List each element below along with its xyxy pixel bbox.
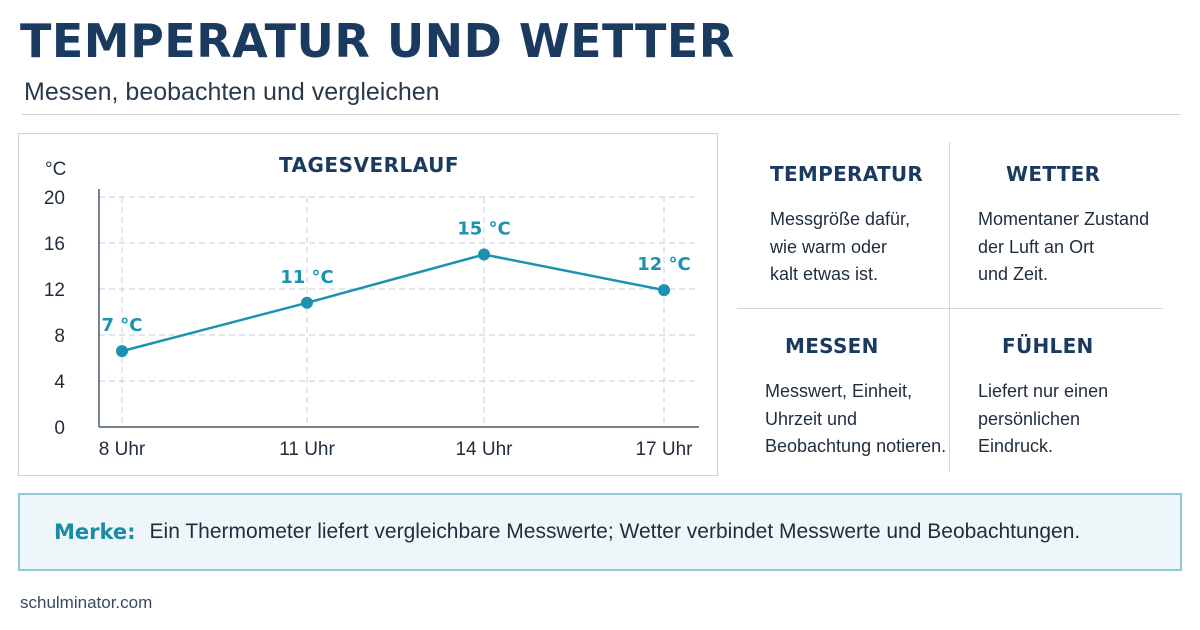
data-label: 7 °C <box>101 315 142 336</box>
data-point <box>116 345 128 358</box>
info-card-text: Messgröße dafür, wie warm oder kalt etwa… <box>770 206 970 289</box>
info-card-fuehlen: FÜHLEN Liefert nur einen persönlichen Ei… <box>978 334 1178 461</box>
temperature-line-chart: TAGESVERLAUF °C 0 4 8 12 16 20 8 Uhr 11 Uhr 14 Uhr… <box>44 153 699 460</box>
chart-panel: TAGESVERLAUF °C 0 4 8 12 16 20 8 Uhr 11 Uhr 14 Uhr… <box>18 133 718 476</box>
data-label: 15 °C <box>457 219 511 240</box>
info-card-text: Messwert, Einheit, Uhrzeit und Beobachtu… <box>765 378 965 461</box>
y-tick-label: 12 <box>44 280 65 301</box>
info-line: und Zeit. <box>978 264 1049 284</box>
info-line: Beobachtung notieren. <box>765 436 947 456</box>
series-line <box>121 253 665 353</box>
x-tick-label: 14 Uhr <box>455 439 513 460</box>
title-divider <box>22 114 1180 115</box>
info-card-heading: TEMPERATUR <box>770 162 924 186</box>
info-card-text: Liefert nur einen persönlichen Eindruck. <box>978 378 1178 461</box>
y-tick-label: 4 <box>54 372 65 393</box>
x-tick-label: 8 Uhr <box>99 439 146 460</box>
info-card-text: Momentaner Zustand der Luft an Ort und Z… <box>978 206 1178 289</box>
data-point <box>478 248 490 261</box>
y-axis-unit: °C <box>45 159 66 180</box>
note-label: Merke: <box>54 520 136 544</box>
info-line: Eindruck. <box>978 436 1054 456</box>
data-label: 11 °C <box>280 267 334 288</box>
info-card-heading: MESSEN <box>785 334 879 358</box>
page-subtitle: Messen, beobachten und vergleichen <box>24 78 440 106</box>
info-card-messen: MESSEN Messwert, Einheit, Uhrzeit und Be… <box>765 334 965 461</box>
x-tick-label: 11 Uhr <box>279 439 335 460</box>
merke-note-box: Merke: Ein Thermometer liefert vergleich… <box>18 493 1182 571</box>
info-line: kalt etwas ist. <box>770 264 879 284</box>
info-line: Liefert nur einen <box>978 381 1109 401</box>
data-point <box>658 284 670 297</box>
info-line: Messwert, Einheit, <box>765 381 913 401</box>
info-line: Momentaner Zustand <box>978 209 1150 229</box>
chart-title: TAGESVERLAUF <box>279 153 459 177</box>
info-line: der Luft an Ort <box>978 236 1095 257</box>
info-line: wie warm oder <box>770 236 888 257</box>
grid-vertical-divider <box>949 142 950 472</box>
info-line: persönlichen <box>978 408 1081 429</box>
data-label: 12 °C <box>637 254 691 275</box>
y-tick-label: 0 <box>54 418 65 439</box>
info-line: Uhrzeit und <box>765 408 858 429</box>
info-card-temperatur: TEMPERATUR Messgröße dafür, wie warm ode… <box>770 162 970 289</box>
y-tick-label: 8 <box>54 326 65 347</box>
info-card-wetter: WETTER Momentaner Zustand der Luft an Or… <box>978 162 1178 289</box>
y-tick-label: 16 <box>44 234 65 255</box>
info-line: Messgröße dafür, <box>770 209 911 229</box>
note-text: Ein Thermometer liefert vergleichbare Me… <box>149 520 1081 543</box>
x-tick-label: 17 Uhr <box>635 439 693 460</box>
data-point <box>301 296 313 309</box>
info-card-heading: FÜHLEN <box>1002 334 1094 358</box>
page-title: TEMPERATUR UND WETTER <box>20 14 735 68</box>
info-card-heading: WETTER <box>1006 162 1101 186</box>
footer-source: schulminator.com <box>20 593 153 612</box>
info-grid: TEMPERATUR Messgröße dafür, wie warm ode… <box>737 142 1163 472</box>
grid-horizontal-divider <box>737 308 1163 309</box>
y-tick-label: 20 <box>44 188 65 209</box>
